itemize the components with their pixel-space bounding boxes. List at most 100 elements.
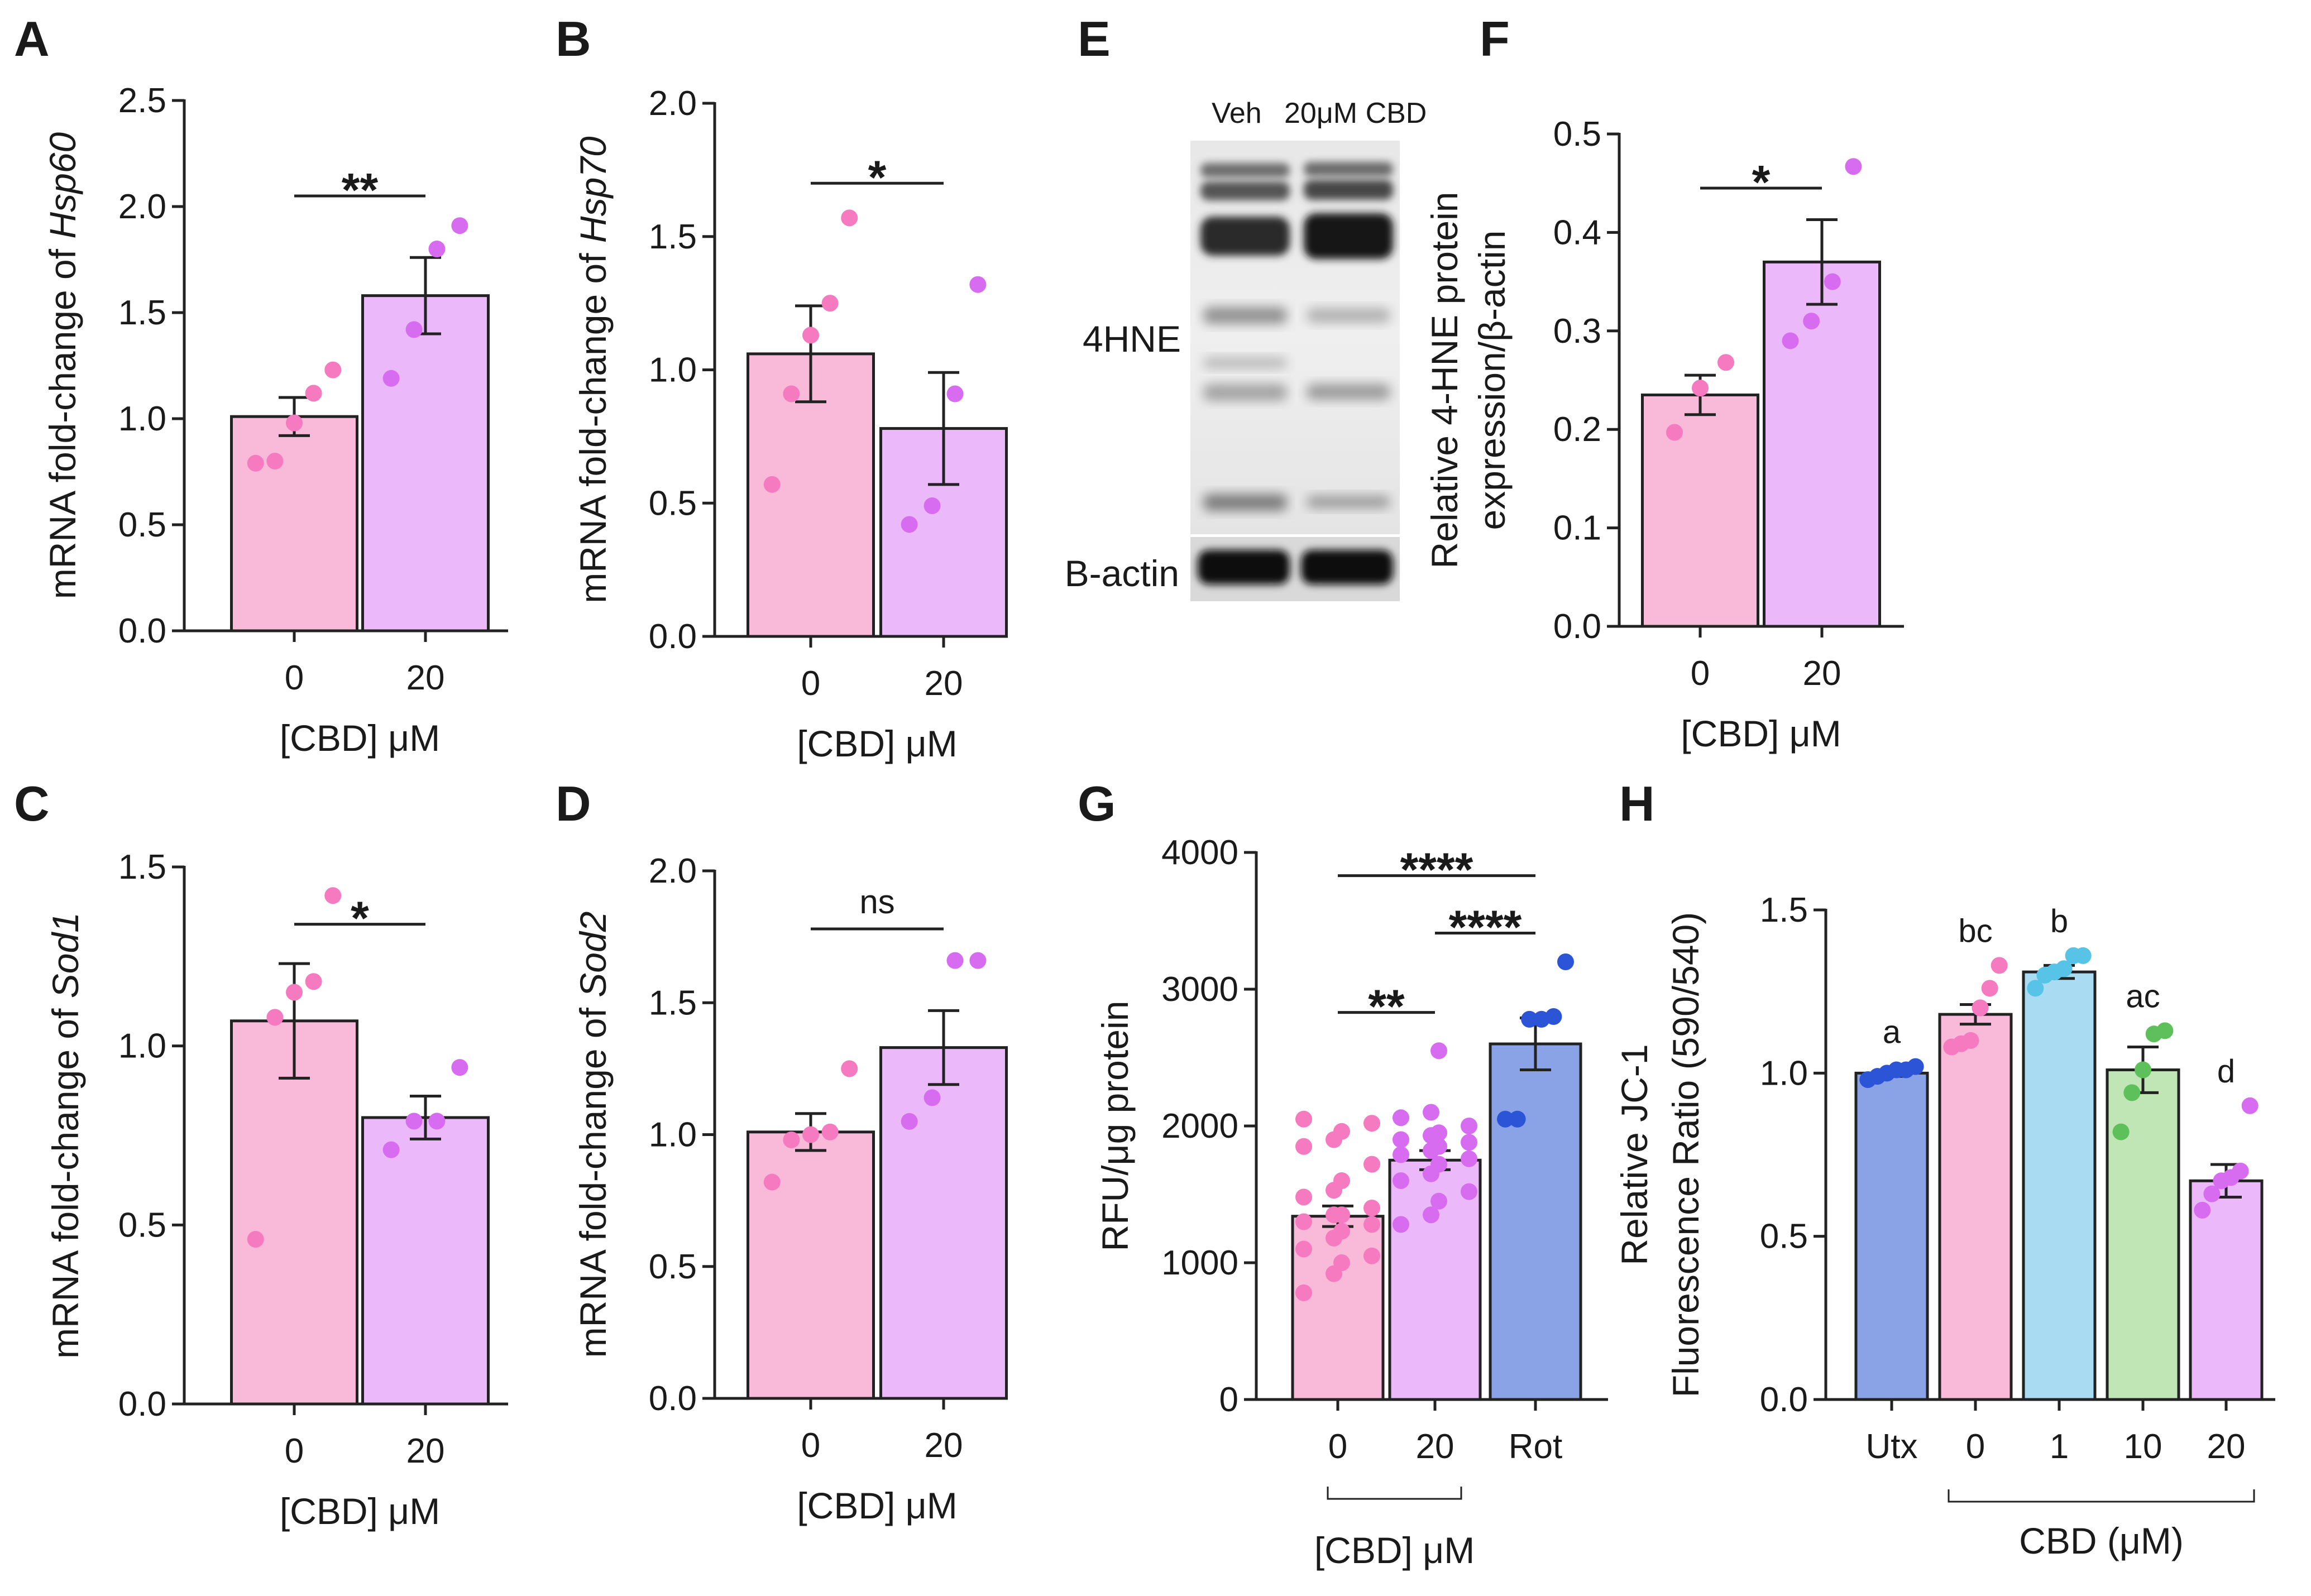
data-point [1423, 1206, 1439, 1224]
y-tick-label: 1.0 [649, 351, 697, 390]
data-point [1363, 1247, 1380, 1264]
y-tick-label: 1.0 [649, 1116, 697, 1154]
panel-letter-d: D [556, 776, 591, 831]
blot-label-bactin: B-actin [1065, 553, 1179, 594]
y-tick-label: 2.0 [118, 188, 166, 226]
data-point [1295, 1138, 1312, 1155]
y-axis-title-gene: Sod1 [45, 912, 86, 998]
data-point [1333, 1223, 1350, 1240]
blot-bands-bactin [1198, 550, 1393, 584]
group-label: [CBD] μM [1314, 1530, 1475, 1571]
data-point [1430, 1124, 1447, 1142]
y-axis-title: mRNA fold-change of Sod2 [572, 912, 614, 1358]
x-tick-label: 0 [285, 659, 304, 697]
data-point [451, 217, 468, 234]
data-point [946, 952, 964, 969]
data-point [1991, 957, 2008, 974]
panel-letter-g: G [1078, 776, 1116, 831]
data-point [451, 1059, 468, 1076]
y-tick-label: 1.5 [118, 848, 166, 886]
y-tick-label: 0.4 [1553, 213, 1601, 252]
y-tick-label: 3000 [1161, 970, 1238, 1009]
data-point [2112, 1123, 2130, 1140]
data-point [1962, 1032, 1979, 1049]
data-point [1497, 1110, 1514, 1128]
group-letter: a [1883, 1014, 1901, 1051]
data-point [1333, 1123, 1350, 1140]
western-blot: Veh 20μM CBD 4HNE B-actin [1065, 97, 1427, 601]
y-tick-label: 2.0 [649, 852, 697, 890]
y-axis-title-text: mRNA fold-change of [42, 239, 83, 600]
panel-letter-e: E [1078, 11, 1111, 66]
bar [1763, 260, 1881, 628]
data-point [1972, 999, 1989, 1017]
data-point [247, 454, 264, 472]
data-point [2156, 1022, 2174, 1039]
panel-letter-b: B [556, 11, 591, 66]
x-axis-title: [CBD] μM [797, 1485, 957, 1526]
x-tick-label: 0 [285, 1432, 304, 1470]
x-axis-title: [CBD] μM [280, 1490, 440, 1532]
significance-label: **** [1400, 843, 1473, 896]
y-tick-label: 0.0 [1553, 607, 1601, 646]
y-axis-title: mRNA fold-change of Hsp60 [42, 132, 83, 599]
panel-letter-a: A [14, 11, 50, 66]
group-letter: ac [2126, 978, 2160, 1014]
data-point [821, 1123, 839, 1140]
data-point [802, 327, 819, 344]
y-tick-label: 0.0 [118, 612, 166, 650]
data-point [1430, 1192, 1447, 1210]
x-tick-label: 0 [1966, 1427, 1985, 1466]
y-axis-title: mRNA fold-change of Sod1 [45, 912, 86, 1359]
y-axis-title-line: expression/β-actin [1471, 231, 1513, 530]
bar [879, 1046, 1008, 1400]
bar [1641, 393, 1759, 628]
data-point [924, 497, 941, 515]
y-tick-label: 1.5 [649, 984, 697, 1022]
data-point [802, 1126, 819, 1143]
bar [1489, 1042, 1582, 1401]
data-point [1666, 424, 1683, 441]
data-point [382, 370, 400, 387]
x-tick-label: 20 [2207, 1427, 2246, 1466]
data-point [1430, 1156, 1447, 1173]
data-point [969, 952, 987, 969]
data-point [1824, 273, 1841, 290]
y-tick-label: 0.0 [1760, 1381, 1808, 1419]
data-point [1782, 332, 1799, 349]
data-point [1363, 1216, 1380, 1233]
y-tick-label: 1.0 [118, 400, 166, 438]
data-point [1295, 1188, 1312, 1206]
x-tick-label: 0 [801, 1426, 820, 1465]
x-axis-title: [CBD] μM [797, 723, 957, 764]
x-tick-label: 20 [406, 659, 445, 697]
data-point [1803, 313, 1820, 330]
data-point [783, 1131, 800, 1148]
y-tick-label: 0.5 [649, 1248, 697, 1286]
x-tick-label: Rot [1509, 1427, 1562, 1466]
bar [361, 294, 490, 632]
data-point [1295, 1240, 1312, 1258]
data-point [1557, 953, 1574, 970]
y-tick-label: 2.5 [118, 82, 166, 120]
y-tick-label: 0.0 [649, 617, 697, 656]
data-point [1461, 1183, 1477, 1200]
blot-header-cbd: 20μM CBD [1284, 97, 1427, 130]
bar [747, 1130, 875, 1400]
x-axis-title: [CBD] μM [1681, 713, 1841, 754]
data-point [405, 1113, 423, 1130]
y-axis-title-text: mRNA fold-change of [572, 998, 614, 1358]
data-point [2232, 1162, 2249, 1180]
significance-label: * [351, 892, 369, 945]
y-tick-label: 1000 [1161, 1244, 1238, 1282]
data-point [1509, 1110, 1526, 1128]
y-axis-title: mRNA fold-change of Hsp70 [572, 136, 614, 603]
data-point [2203, 1185, 2221, 1202]
data-point [428, 1113, 446, 1130]
group-letter: d [2217, 1053, 2235, 1090]
x-tick-label: 0 [1691, 654, 1710, 693]
y-tick-label: 1.5 [649, 218, 697, 256]
data-point [428, 241, 446, 257]
data-point [1363, 1156, 1380, 1173]
x-tick-label: 20 [925, 1426, 963, 1465]
